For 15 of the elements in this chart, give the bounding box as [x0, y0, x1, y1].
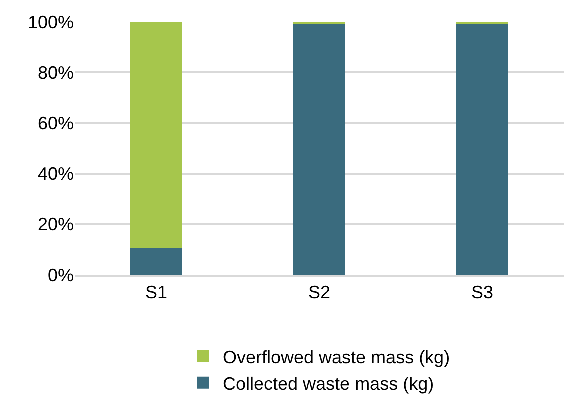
y-tick-label: 40%	[38, 164, 74, 184]
x-tick-label: S3	[471, 282, 494, 302]
bar	[456, 23, 509, 275]
y-tick-label: 0%	[48, 265, 74, 286]
legend-label: Overflowed waste mass (kg)	[223, 347, 450, 368]
y-tick-label: 20%	[38, 214, 74, 235]
x-tick-label: S2	[308, 282, 331, 302]
bar	[293, 23, 346, 275]
y-tick-label: 60%	[38, 114, 74, 134]
y-tick-label: 100%	[28, 12, 74, 32]
bar	[130, 248, 183, 275]
y-tick-label: 80%	[38, 62, 74, 83]
bar	[130, 22, 183, 248]
x-tick-label: S1	[145, 282, 168, 302]
legend-label: Collected waste mass (kg)	[223, 374, 434, 394]
